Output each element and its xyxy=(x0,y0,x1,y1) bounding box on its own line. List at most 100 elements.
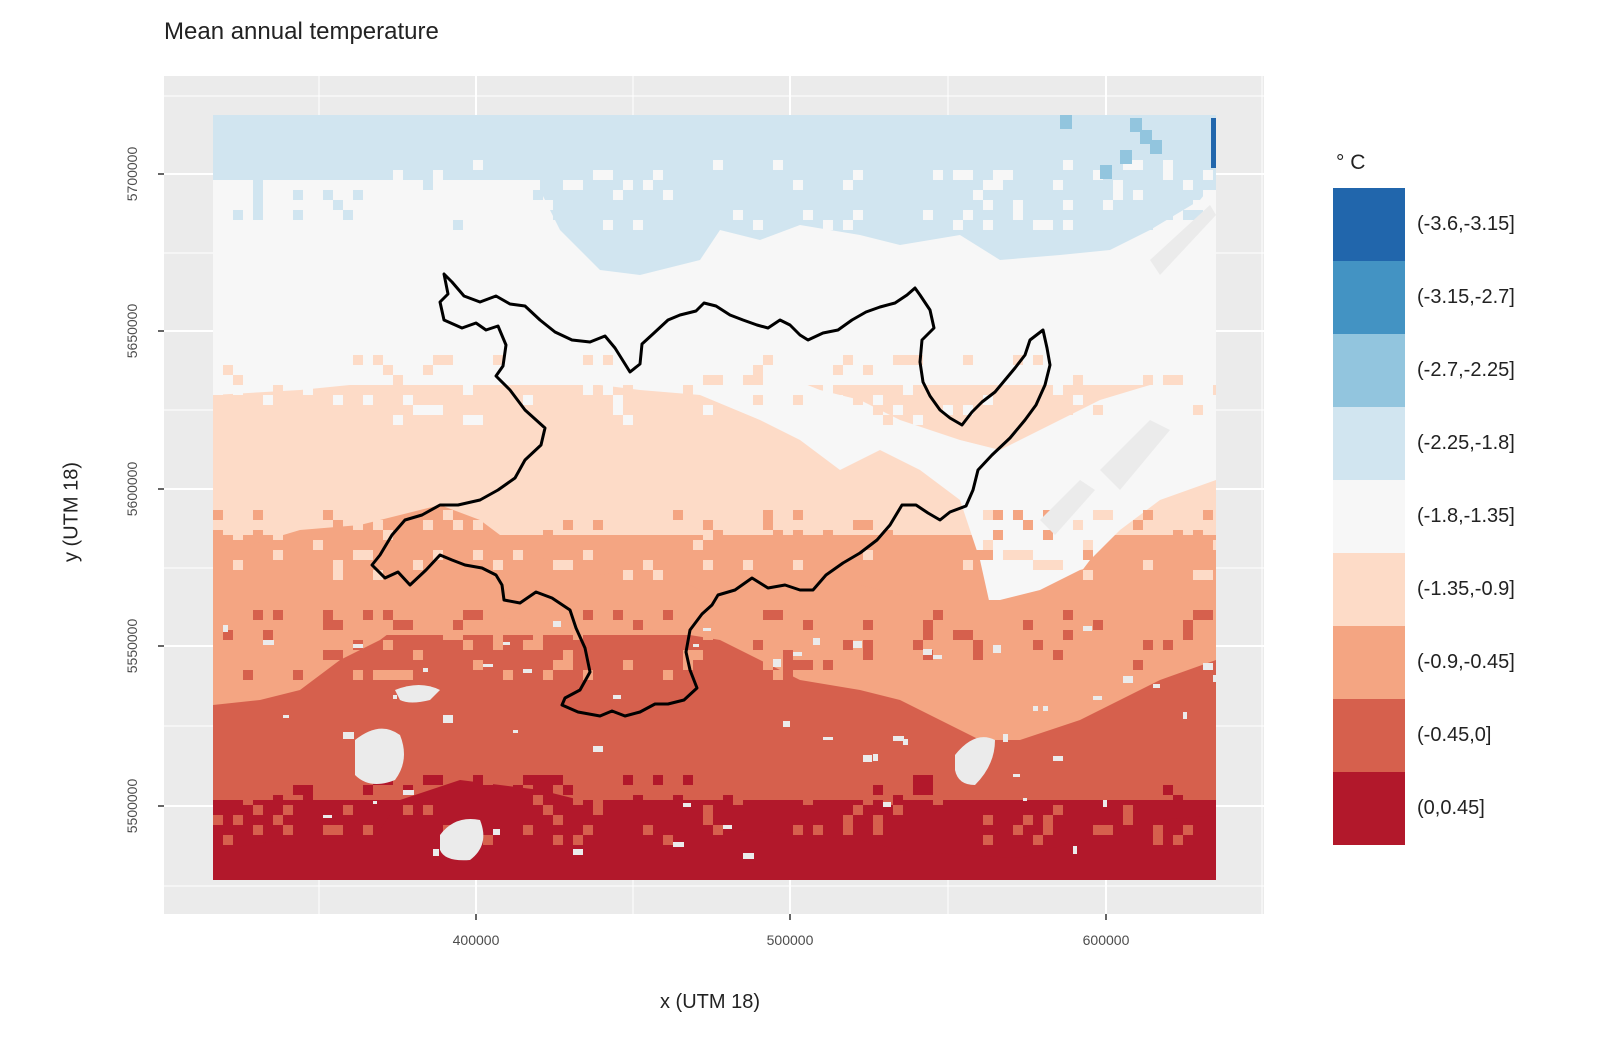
raster-pixel xyxy=(1153,835,1163,845)
raster-pixel xyxy=(493,630,503,640)
raster-pixel xyxy=(913,520,923,530)
raster-pixel xyxy=(363,785,373,795)
raster-pixel xyxy=(863,200,873,210)
raster-pixel xyxy=(1093,405,1103,415)
raster-pixel xyxy=(743,180,753,190)
raster-pixel xyxy=(703,815,713,825)
raster-pixel xyxy=(853,560,863,570)
raster-pixel xyxy=(223,825,233,835)
raster-pixel xyxy=(653,815,663,825)
raster-pixel xyxy=(323,200,333,210)
y-axis-label: y (UTM 18) xyxy=(60,462,83,562)
raster-pixel xyxy=(673,520,683,530)
raster-pixel xyxy=(1143,775,1153,785)
raster-pixel xyxy=(583,825,593,835)
raster-pixel xyxy=(1173,795,1183,805)
raster-pixel xyxy=(1133,660,1143,670)
na-speck xyxy=(903,739,908,745)
raster-pixel xyxy=(283,825,293,835)
raster-pixel xyxy=(293,775,303,785)
legend-key xyxy=(1333,772,1405,845)
raster-pixel xyxy=(663,220,673,230)
raster-pixel xyxy=(583,355,593,365)
legend-item: (-2.7,-2.25] xyxy=(1333,334,1515,407)
raster-pixel xyxy=(393,775,403,785)
raster-pixel xyxy=(1213,805,1216,815)
raster-pixel xyxy=(893,560,903,570)
raster-pixel xyxy=(843,550,853,560)
raster-pixel xyxy=(233,630,243,640)
raster-pixel xyxy=(333,560,343,570)
raster-pixel xyxy=(1113,570,1123,580)
na-speck xyxy=(923,649,932,655)
raster-pixel xyxy=(463,385,473,395)
legend-item: (0,0.45] xyxy=(1333,772,1515,845)
raster-pixel xyxy=(673,795,683,805)
raster-pixel xyxy=(683,785,693,795)
raster-pixel xyxy=(873,180,883,190)
raster-pixel xyxy=(423,805,433,815)
raster-pixel xyxy=(1063,630,1073,640)
raster-pixel xyxy=(713,375,723,385)
na-speck xyxy=(423,668,428,672)
raster-pixel xyxy=(343,560,353,570)
raster-pixel xyxy=(873,375,883,385)
na-speck xyxy=(1123,676,1133,683)
raster-pixel xyxy=(383,670,393,680)
raster-pixel xyxy=(423,200,433,210)
raster-pixel xyxy=(943,355,953,365)
raster-pixel xyxy=(893,395,903,405)
raster-pixel xyxy=(653,170,663,180)
raster-pixel xyxy=(503,160,513,170)
raster-pixel xyxy=(373,520,383,530)
raster-pixel xyxy=(1013,825,1023,835)
raster-pixel xyxy=(1153,510,1163,520)
raster-pixel xyxy=(1173,365,1183,375)
raster-pixel xyxy=(623,540,633,550)
lake-large-west xyxy=(355,728,404,784)
raster-pixel xyxy=(393,670,403,680)
raster-pixel xyxy=(563,520,573,530)
raster-pixel xyxy=(353,190,363,200)
raster-pixel xyxy=(923,560,933,570)
raster-pixel xyxy=(1043,670,1053,680)
raster-pixel xyxy=(533,640,543,650)
raster-pixel xyxy=(783,650,793,660)
raster-pixel xyxy=(443,510,453,520)
raster-pixel xyxy=(983,180,993,190)
raster-pixel xyxy=(933,620,943,630)
raster-pixel xyxy=(533,785,543,795)
raster-pixel xyxy=(603,170,613,180)
raster-pixel xyxy=(363,395,373,405)
raster-pixel xyxy=(893,805,903,815)
raster-pixel xyxy=(953,220,963,230)
raster-pixel xyxy=(903,385,913,395)
raster-pixel xyxy=(733,795,743,805)
raster-pixel xyxy=(1123,570,1133,580)
raster-pixel xyxy=(413,610,423,620)
raster-pixel xyxy=(363,825,373,835)
raster-pixel xyxy=(1163,775,1173,785)
legend-item: (-3.6,-3.15] xyxy=(1333,188,1515,261)
raster-pixel xyxy=(503,365,513,375)
raster-pixel xyxy=(893,180,903,190)
raster-pixel xyxy=(1123,815,1133,825)
legend-label: (-2.25,-1.8] xyxy=(1417,432,1515,454)
raster-pixel xyxy=(433,405,443,415)
raster-pixel xyxy=(953,785,963,795)
raster-pixel xyxy=(463,415,473,425)
raster-pixel xyxy=(753,220,763,230)
raster-pixel xyxy=(413,385,423,395)
raster-pixel xyxy=(1083,620,1093,630)
raster-pixel xyxy=(1073,520,1083,530)
raster-pixel xyxy=(1083,825,1093,835)
raster-pixel xyxy=(673,355,683,365)
raster-pixel xyxy=(223,670,233,680)
raster-pixel xyxy=(1053,180,1063,190)
na-speck xyxy=(1013,774,1020,777)
raster-pixel xyxy=(283,200,293,210)
legend-key xyxy=(1333,188,1405,261)
raster-pixel xyxy=(713,560,723,570)
na-speck xyxy=(823,737,833,740)
raster-pixel xyxy=(1153,355,1163,365)
